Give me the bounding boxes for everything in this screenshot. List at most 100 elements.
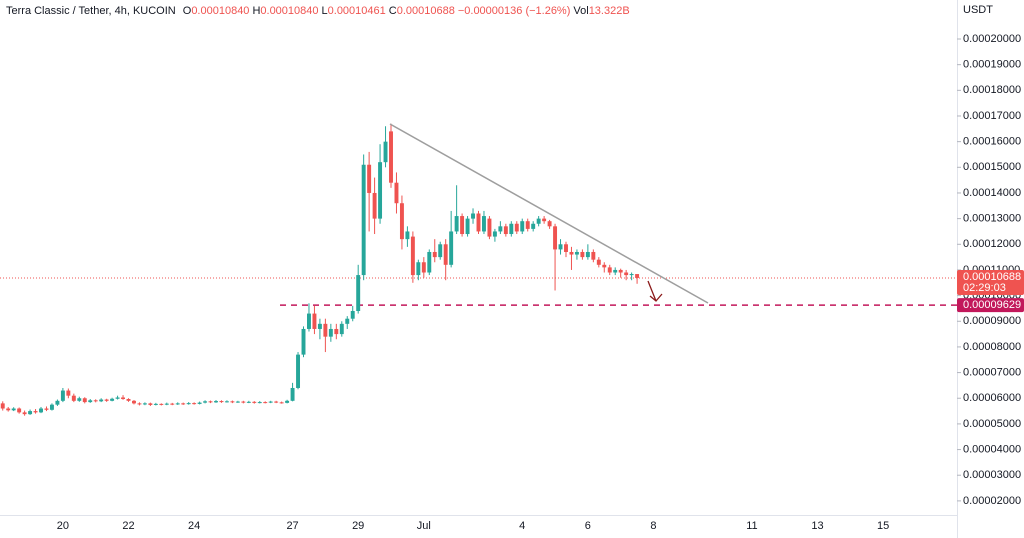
y-tick-label: 0.00007000	[963, 366, 1021, 378]
candle-body	[88, 400, 93, 403]
candle-body	[148, 403, 153, 405]
candle-body	[115, 397, 120, 399]
x-tick-label: 15	[877, 520, 889, 532]
y-tick-label: 0.00019000	[963, 59, 1021, 71]
candle-body	[503, 226, 508, 235]
candle-body	[542, 218, 547, 222]
ohlc-value: 0.00010840	[191, 5, 250, 17]
candle-body	[312, 313, 317, 329]
y-tick-label: 0.00020000	[963, 33, 1021, 45]
candle-body	[159, 403, 164, 405]
candle-body	[367, 164, 372, 193]
candle-body	[246, 401, 251, 403]
symbol-title: Terra Classic / Tether, 4h, KUCOIN	[6, 5, 176, 17]
candle-body	[285, 400, 290, 403]
legend: Terra Classic / Tether, 4h, KUCOIN O0.000…	[6, 5, 630, 17]
candle-body	[481, 216, 486, 232]
x-tick-label: 13	[811, 520, 823, 532]
candle-body	[279, 402, 284, 404]
candle-body	[296, 354, 301, 388]
candle-body	[17, 408, 22, 413]
candle-body	[274, 401, 279, 403]
x-tick-label: 24	[188, 520, 200, 532]
candle-body	[137, 403, 142, 405]
candle-body	[372, 192, 377, 219]
candle-body	[11, 408, 16, 411]
candle-body	[39, 408, 43, 413]
candle-body	[427, 251, 432, 273]
last-price-label: 0.00010688	[963, 271, 1021, 283]
candle-body	[564, 244, 568, 252]
y-tick-label: 0.00008000	[963, 341, 1021, 353]
candle-body	[405, 231, 410, 240]
candle-body	[186, 403, 191, 405]
candle-body	[410, 236, 415, 276]
candle-body	[553, 226, 558, 250]
candle-body	[389, 131, 393, 183]
x-tick-label: 29	[352, 520, 364, 532]
candle-body	[93, 400, 98, 402]
y-tick-label: 0.00006000	[963, 392, 1021, 404]
candle-body	[596, 259, 601, 265]
candle-body	[585, 251, 590, 258]
candle-body	[574, 251, 579, 255]
candle-body	[0, 403, 5, 409]
change-value: −0.00000136 (−1.26%)	[457, 5, 571, 17]
candle-body	[104, 399, 109, 401]
y-tick-label: 0.00009000	[963, 315, 1021, 327]
candle-body	[203, 401, 208, 403]
candle-body	[268, 401, 273, 403]
candle-body	[33, 411, 38, 413]
price-axis-unit: USDT	[963, 4, 993, 16]
candle-body	[219, 401, 224, 403]
candle-body	[547, 221, 552, 227]
candle-body	[132, 400, 136, 404]
y-tick-label: 0.00002000	[963, 495, 1021, 507]
candle-body	[197, 402, 202, 404]
candle-body	[509, 223, 514, 235]
trend-line[interactable]	[389, 123, 709, 304]
y-tick-label: 0.00015000	[963, 161, 1021, 173]
candle-body	[252, 401, 257, 403]
candle-body	[142, 403, 147, 405]
candle-body	[492, 231, 497, 237]
y-tick-label: 0.00017000	[963, 110, 1021, 122]
level-box	[957, 298, 1024, 313]
candle-body	[536, 218, 541, 224]
ohlc-label: C	[388, 5, 397, 17]
candle-body	[230, 401, 235, 403]
candle-body	[328, 328, 333, 337]
ohlc-value: 0.00010461	[327, 5, 386, 17]
candle-body	[263, 402, 268, 404]
y-tick-label: 0.00016000	[963, 136, 1021, 148]
candle-body	[476, 213, 481, 232]
x-tick-label: 6	[585, 520, 591, 532]
candle-body	[520, 221, 525, 232]
candle-body	[432, 251, 437, 258]
level-label: 0.00009629	[963, 299, 1021, 311]
y-tick-label: 0.00003000	[963, 469, 1021, 481]
candle-body	[591, 251, 596, 260]
candle-body	[460, 216, 465, 235]
candle-body	[307, 313, 311, 329]
candle-body	[607, 267, 612, 273]
candle-body	[378, 162, 383, 219]
candle-body	[345, 318, 350, 324]
candle-body	[22, 412, 27, 415]
candle-body	[613, 269, 618, 273]
candle-body	[323, 323, 328, 337]
candle-body	[339, 323, 344, 335]
ohlc-value: 0.00010840	[260, 5, 319, 17]
candle-body	[181, 403, 186, 405]
arrow-drawing[interactable]	[647, 280, 663, 302]
y-tick-label: 0.00012000	[963, 238, 1021, 250]
x-tick-label: 8	[650, 520, 656, 532]
candle-body	[82, 398, 87, 403]
ohlc-label: L	[321, 5, 328, 17]
x-tick-label: Jul	[417, 520, 431, 532]
candle-body	[356, 275, 361, 312]
candle-body	[471, 213, 476, 219]
candle-body	[514, 223, 519, 232]
candle-body	[525, 221, 530, 229]
